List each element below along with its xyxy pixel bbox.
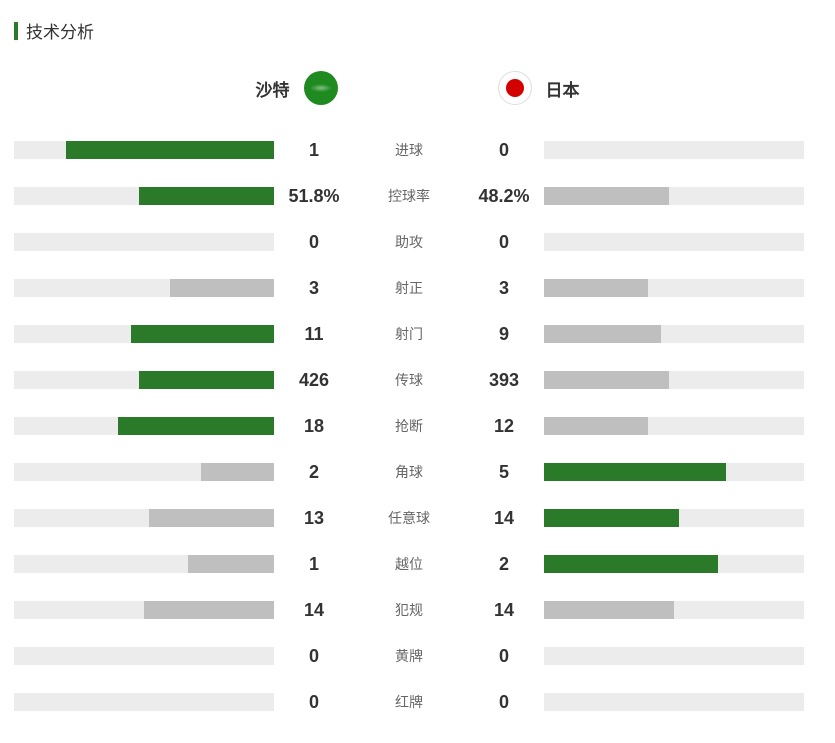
right-bar	[544, 141, 804, 159]
right-bar	[544, 647, 804, 665]
right-value: 14	[464, 508, 544, 529]
right-bar	[544, 417, 804, 435]
left-bar	[14, 417, 274, 435]
right-bar	[544, 463, 804, 481]
stat-row: 18抢断12	[14, 403, 821, 449]
left-value: 11	[274, 324, 354, 345]
stat-label: 抢断	[354, 416, 464, 436]
right-value: 9	[464, 324, 544, 345]
left-bar	[14, 647, 274, 665]
left-value: 426	[274, 370, 354, 391]
left-value: 13	[274, 508, 354, 529]
left-bar	[14, 279, 274, 297]
right-bar	[544, 233, 804, 251]
team-right: 日本	[418, 71, 822, 105]
section-title: 技术分析	[26, 18, 94, 43]
stat-label: 越位	[354, 554, 464, 574]
right-value: 3	[464, 278, 544, 299]
stat-row: 0助攻0	[14, 219, 821, 265]
left-bar	[14, 233, 274, 251]
right-value: 5	[464, 462, 544, 483]
right-value: 48.2%	[464, 186, 544, 207]
team-left: 沙特	[14, 71, 418, 105]
left-bar	[14, 141, 274, 159]
right-value: 0	[464, 692, 544, 713]
left-value: 0	[274, 692, 354, 713]
left-bar	[14, 693, 274, 711]
right-bar	[544, 279, 804, 297]
left-bar	[14, 601, 274, 619]
left-value: 1	[274, 140, 354, 161]
left-value: 51.8%	[274, 186, 354, 207]
right-value: 14	[464, 600, 544, 621]
team-left-name: 沙特	[256, 76, 290, 101]
stat-label: 角球	[354, 462, 464, 482]
left-value: 1	[274, 554, 354, 575]
stat-label: 控球率	[354, 186, 464, 206]
left-value: 14	[274, 600, 354, 621]
section-title-row: 技术分析	[14, 18, 821, 43]
right-value: 393	[464, 370, 544, 391]
right-bar	[544, 325, 804, 343]
left-value: 3	[274, 278, 354, 299]
left-value: 18	[274, 416, 354, 437]
stat-row: 2角球5	[14, 449, 821, 495]
left-bar	[14, 187, 274, 205]
left-bar	[14, 555, 274, 573]
right-value: 2	[464, 554, 544, 575]
flag-japan-icon	[498, 71, 532, 105]
stat-label: 任意球	[354, 508, 464, 528]
stat-row: 426传球393	[14, 357, 821, 403]
left-value: 2	[274, 462, 354, 483]
stat-label: 射门	[354, 324, 464, 344]
left-value: 0	[274, 646, 354, 667]
stat-row: 11射门9	[14, 311, 821, 357]
flag-saudi-icon	[304, 71, 338, 105]
right-bar	[544, 693, 804, 711]
right-bar	[544, 601, 804, 619]
left-bar	[14, 371, 274, 389]
stat-row: 1越位2	[14, 541, 821, 587]
stat-label: 红牌	[354, 692, 464, 712]
right-value: 0	[464, 646, 544, 667]
team-right-name: 日本	[546, 76, 580, 101]
right-bar	[544, 509, 804, 527]
left-bar	[14, 509, 274, 527]
stat-label: 助攻	[354, 232, 464, 252]
right-bar	[544, 555, 804, 573]
stat-row: 1进球0	[14, 127, 821, 173]
stat-label: 进球	[354, 140, 464, 160]
stats-container: 1进球051.8%控球率48.2%0助攻03射正311射门9426传球39318…	[14, 127, 821, 725]
left-value: 0	[274, 232, 354, 253]
stat-row: 0黄牌0	[14, 633, 821, 679]
right-bar	[544, 371, 804, 389]
stat-label: 犯规	[354, 600, 464, 620]
stat-row: 3射正3	[14, 265, 821, 311]
stat-label: 传球	[354, 370, 464, 390]
stat-label: 黄牌	[354, 646, 464, 666]
right-value: 0	[464, 140, 544, 161]
left-bar	[14, 325, 274, 343]
stat-row: 51.8%控球率48.2%	[14, 173, 821, 219]
stat-label: 射正	[354, 278, 464, 298]
right-value: 12	[464, 416, 544, 437]
left-bar	[14, 463, 274, 481]
teams-header: 沙特 日本	[14, 71, 821, 105]
stat-row: 13任意球14	[14, 495, 821, 541]
right-value: 0	[464, 232, 544, 253]
stat-row: 0红牌0	[14, 679, 821, 725]
stat-row: 14犯规14	[14, 587, 821, 633]
right-bar	[544, 187, 804, 205]
title-accent-bar	[14, 22, 18, 40]
